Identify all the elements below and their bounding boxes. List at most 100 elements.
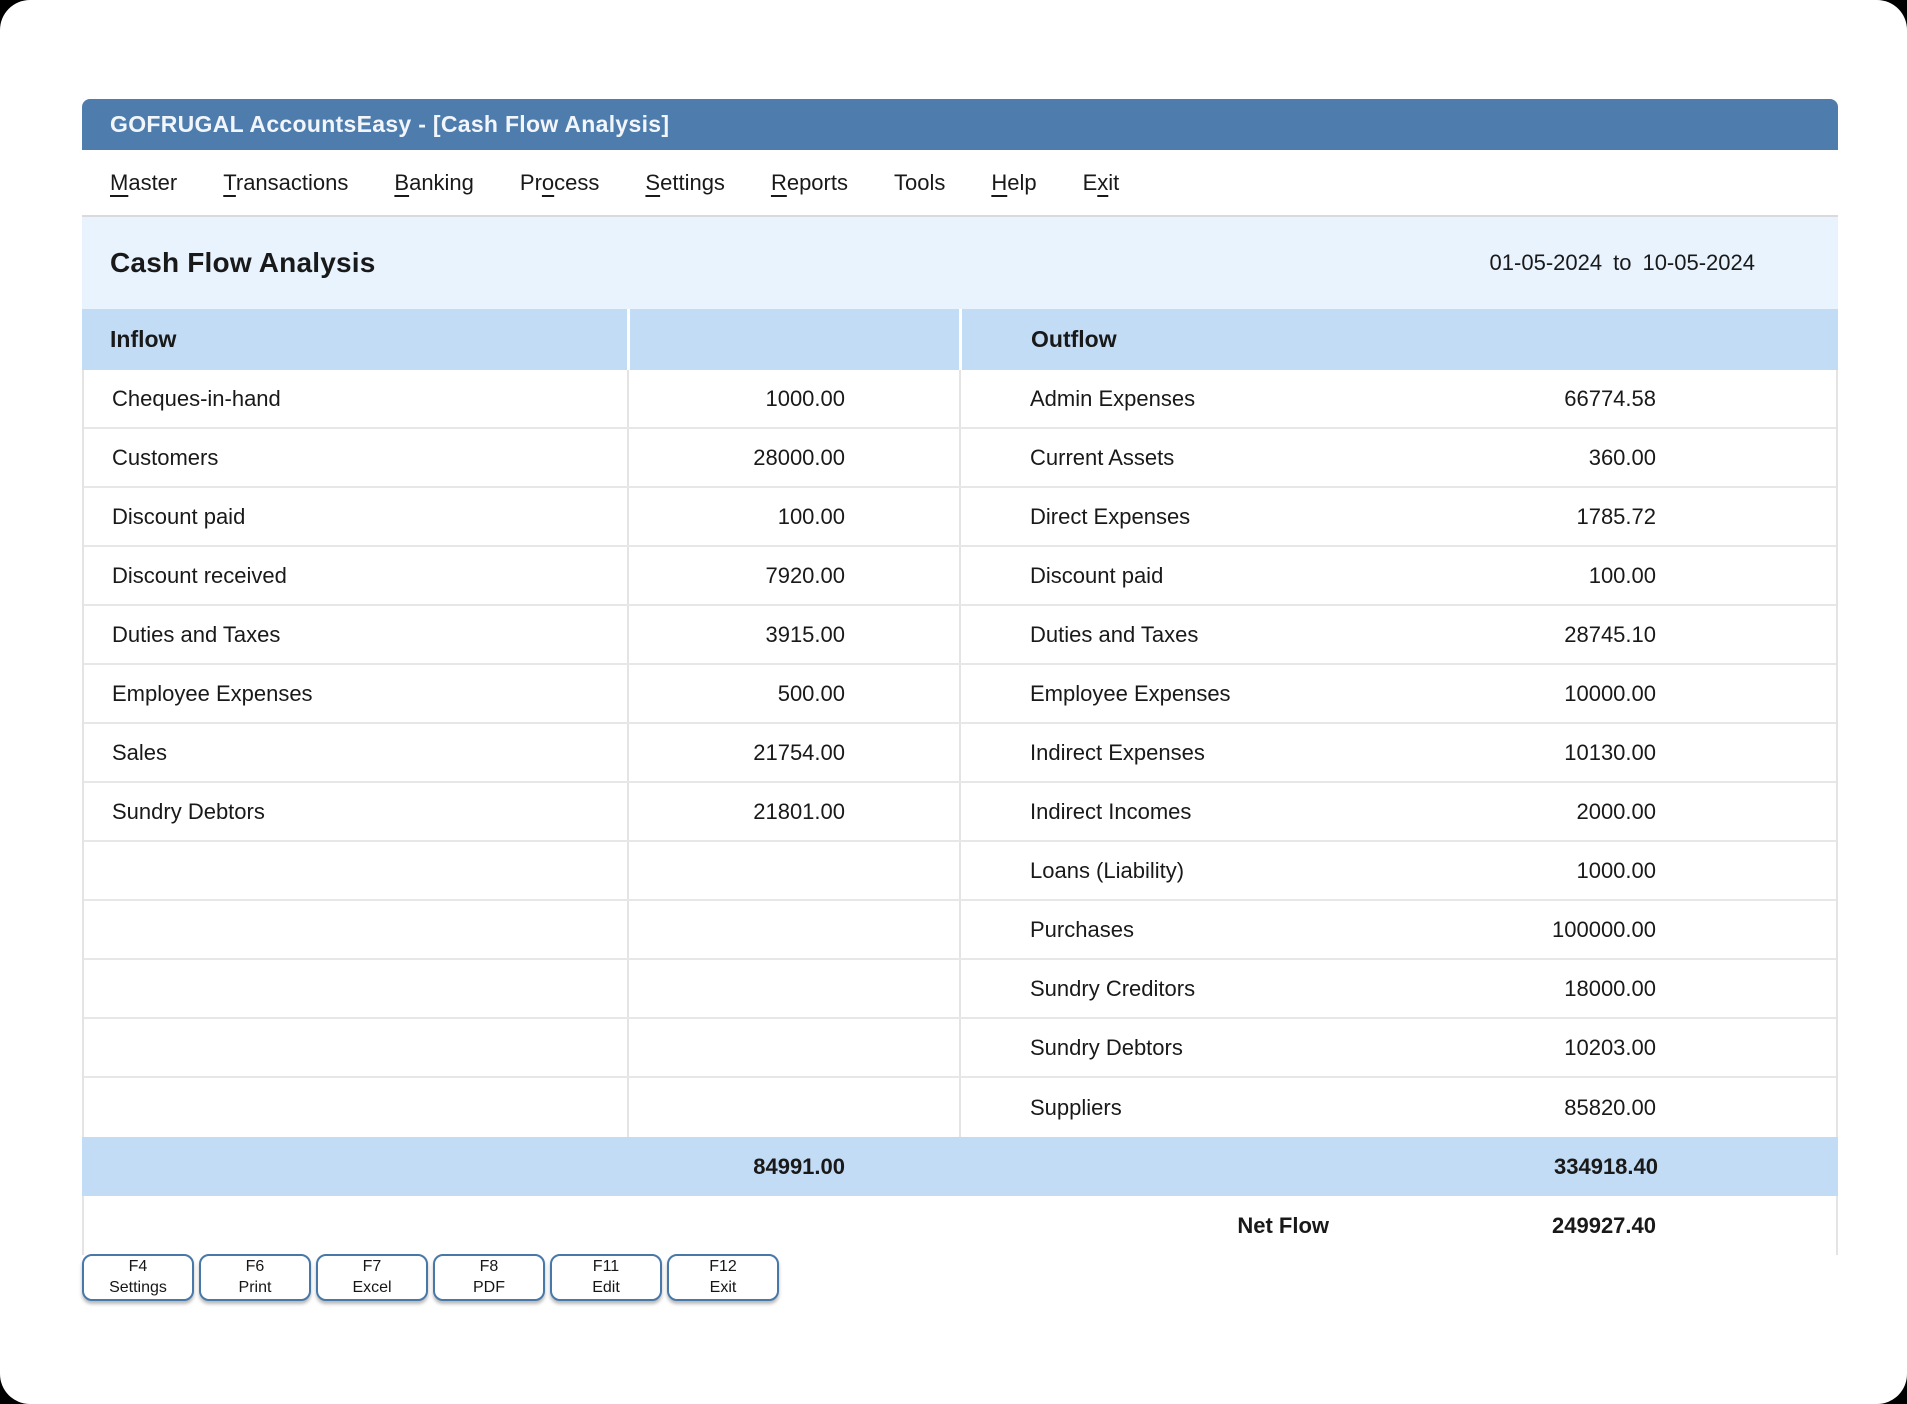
inflow-account-cell <box>84 901 627 958</box>
outflow-account-cell: Admin Expenses <box>959 370 1429 427</box>
menu-item-transactions[interactable]: Transactions <box>223 169 349 195</box>
function-key-bar: F4 Settings F6 Print F7 Excel F8 PDF F11… <box>82 1254 1838 1301</box>
menu-item-master[interactable]: Master <box>110 169 178 195</box>
table-row: Suppliers 85820.00 <box>84 1078 1836 1137</box>
outflow-amount-cell: 1785.72 <box>1576 503 1656 529</box>
outflow-amount-cell: 18000.00 <box>1564 975 1656 1001</box>
inflow-amount-cell: 7920.00 <box>627 547 959 604</box>
table-row: Duties and Taxes 3915.00 Duties and Taxe… <box>84 606 1836 665</box>
report-header-band: Cash Flow Analysis 01-05-2024 to 10-05-2… <box>82 217 1838 309</box>
table-row: Discount received 7920.00 Discount paid … <box>84 547 1836 606</box>
table-row: Cheques-in-hand 1000.00 Admin Expenses 6… <box>84 370 1836 429</box>
menu-item-tools[interactable]: Tools <box>893 169 946 195</box>
table-row: Purchases 100000.00 <box>84 901 1836 960</box>
outflow-account-cell: Loans (Liability) <box>959 842 1429 899</box>
inflow-account-cell: Discount paid <box>112 503 246 529</box>
menu-item-process[interactable]: Process <box>519 169 600 195</box>
outflow-header: Outflow <box>959 309 1429 370</box>
outflow-amount-cell: 1000.00 <box>1576 857 1656 883</box>
outflow-account-cell: Indirect Expenses <box>959 724 1429 781</box>
outflow-amount-cell: 28745.10 <box>1564 621 1656 647</box>
outflow-value-header <box>1429 309 1838 370</box>
page-title: Cash Flow Analysis <box>110 247 376 278</box>
inflow-amount-cell: 28000.00 <box>627 429 959 486</box>
net-flow-row: Net Flow 249927.40 <box>82 1196 1838 1255</box>
table-header-row: Inflow Outflow <box>82 309 1838 370</box>
inflow-total: 84991.00 <box>753 1153 845 1179</box>
menu-item-help[interactable]: Help <box>991 169 1037 195</box>
inflow-amount-cell: 21801.00 <box>627 783 959 840</box>
net-flow-label: Net Flow <box>1237 1212 1329 1238</box>
inflow-account-cell <box>84 1078 627 1137</box>
outflow-account-cell: Suppliers <box>959 1078 1429 1137</box>
table-row: Sales 21754.00 Indirect Expenses 10130.0… <box>84 724 1836 783</box>
exit-button[interactable]: F12 Exit <box>667 1254 779 1301</box>
outflow-amount-cell: 2000.00 <box>1576 798 1656 824</box>
date-separator: to <box>1613 250 1632 275</box>
outflow-account-cell: Employee Expenses <box>959 665 1429 722</box>
window-titlebar: GOFRUGAL AccountsEasy - [Cash Flow Analy… <box>82 99 1838 150</box>
outflow-amount-cell: 85820.00 <box>1564 1094 1656 1120</box>
inflow-account-cell: Duties and Taxes <box>112 621 281 647</box>
window-title: GOFRUGAL AccountsEasy - [Cash Flow Analy… <box>110 111 670 137</box>
menu-item-banking[interactable]: Banking <box>394 169 474 195</box>
outflow-account-cell: Current Assets <box>959 429 1429 486</box>
net-flow-value: 249927.40 <box>1552 1212 1656 1238</box>
inflow-amount-cell <box>627 901 959 958</box>
menu-item-settings[interactable]: Settings <box>645 169 725 195</box>
inflow-amount-cell: 500.00 <box>627 665 959 722</box>
outflow-amount-cell: 66774.58 <box>1564 385 1656 411</box>
inflow-header: Inflow <box>110 326 177 352</box>
date-to: 10-05-2024 <box>1642 250 1755 275</box>
inflow-amount-cell <box>627 1019 959 1076</box>
outflow-amount-cell: 10203.00 <box>1564 1034 1656 1060</box>
table-body: Cheques-in-hand 1000.00 Admin Expenses 6… <box>82 370 1838 1137</box>
inflow-amount-cell <box>627 960 959 1017</box>
outflow-amount-cell: 10130.00 <box>1564 739 1656 765</box>
inflow-amount-cell: 100.00 <box>627 488 959 545</box>
inflow-account-cell: Customers <box>112 444 219 470</box>
totals-row: 84991.00 334918.40 <box>82 1137 1838 1196</box>
outflow-account-cell: Purchases <box>959 901 1429 958</box>
table-row: Sundry Creditors 18000.00 <box>84 960 1836 1019</box>
outflow-account-cell: Discount paid <box>959 547 1429 604</box>
outflow-account-cell: Indirect Incomes <box>959 783 1429 840</box>
outflow-account-cell: Sundry Creditors <box>959 960 1429 1017</box>
edit-button[interactable]: F11 Edit <box>550 1254 662 1301</box>
settings-button[interactable]: F4 Settings <box>82 1254 194 1301</box>
inflow-account-cell <box>84 1019 627 1076</box>
outflow-account-cell: Direct Expenses <box>959 488 1429 545</box>
excel-button[interactable]: F7 Excel <box>316 1254 428 1301</box>
inflow-value-header <box>627 309 959 370</box>
inflow-amount-cell: 21754.00 <box>627 724 959 781</box>
inflow-account-cell: Cheques-in-hand <box>112 385 281 411</box>
outflow-amount-cell: 10000.00 <box>1564 680 1656 706</box>
table-row: Employee Expenses 500.00 Employee Expens… <box>84 665 1836 724</box>
table-row: Loans (Liability) 1000.00 <box>84 842 1836 901</box>
menu-item-reports[interactable]: Reports <box>770 169 848 195</box>
date-from: 01-05-2024 <box>1489 250 1603 275</box>
inflow-account-cell: Sundry Debtors <box>112 798 265 824</box>
inflow-amount-cell: 1000.00 <box>627 370 959 427</box>
table-row: Sundry Debtors 10203.00 <box>84 1019 1836 1078</box>
outflow-amount-cell: 100000.00 <box>1552 916 1656 942</box>
inflow-account-cell <box>84 842 627 899</box>
menu-item-exit[interactable]: Exit <box>1082 169 1120 195</box>
inflow-account-cell: Employee Expenses <box>112 680 313 706</box>
inflow-account-cell: Discount received <box>112 562 287 588</box>
print-button[interactable]: F6 Print <box>199 1254 311 1301</box>
table-row: Customers 28000.00 Current Assets 360.00 <box>84 429 1836 488</box>
inflow-amount-cell <box>627 842 959 899</box>
outflow-account-cell: Sundry Debtors <box>959 1019 1429 1076</box>
outflow-amount-cell: 360.00 <box>1588 444 1656 470</box>
outflow-amount-cell: 100.00 <box>1588 562 1656 588</box>
table-row: Sundry Debtors 21801.00 Indirect Incomes… <box>84 783 1836 842</box>
menu-bar: Master Transactions Banking Process Sett… <box>82 150 1838 217</box>
table-row: Discount paid 100.00 Direct Expenses 178… <box>84 488 1836 547</box>
inflow-amount-cell <box>627 1078 959 1137</box>
inflow-account-cell: Sales <box>112 739 168 765</box>
date-range: 01-05-2024 to 10-05-2024 <box>1490 250 1755 276</box>
pdf-button[interactable]: F8 PDF <box>433 1254 545 1301</box>
outflow-total: 334918.40 <box>1554 1153 1658 1179</box>
